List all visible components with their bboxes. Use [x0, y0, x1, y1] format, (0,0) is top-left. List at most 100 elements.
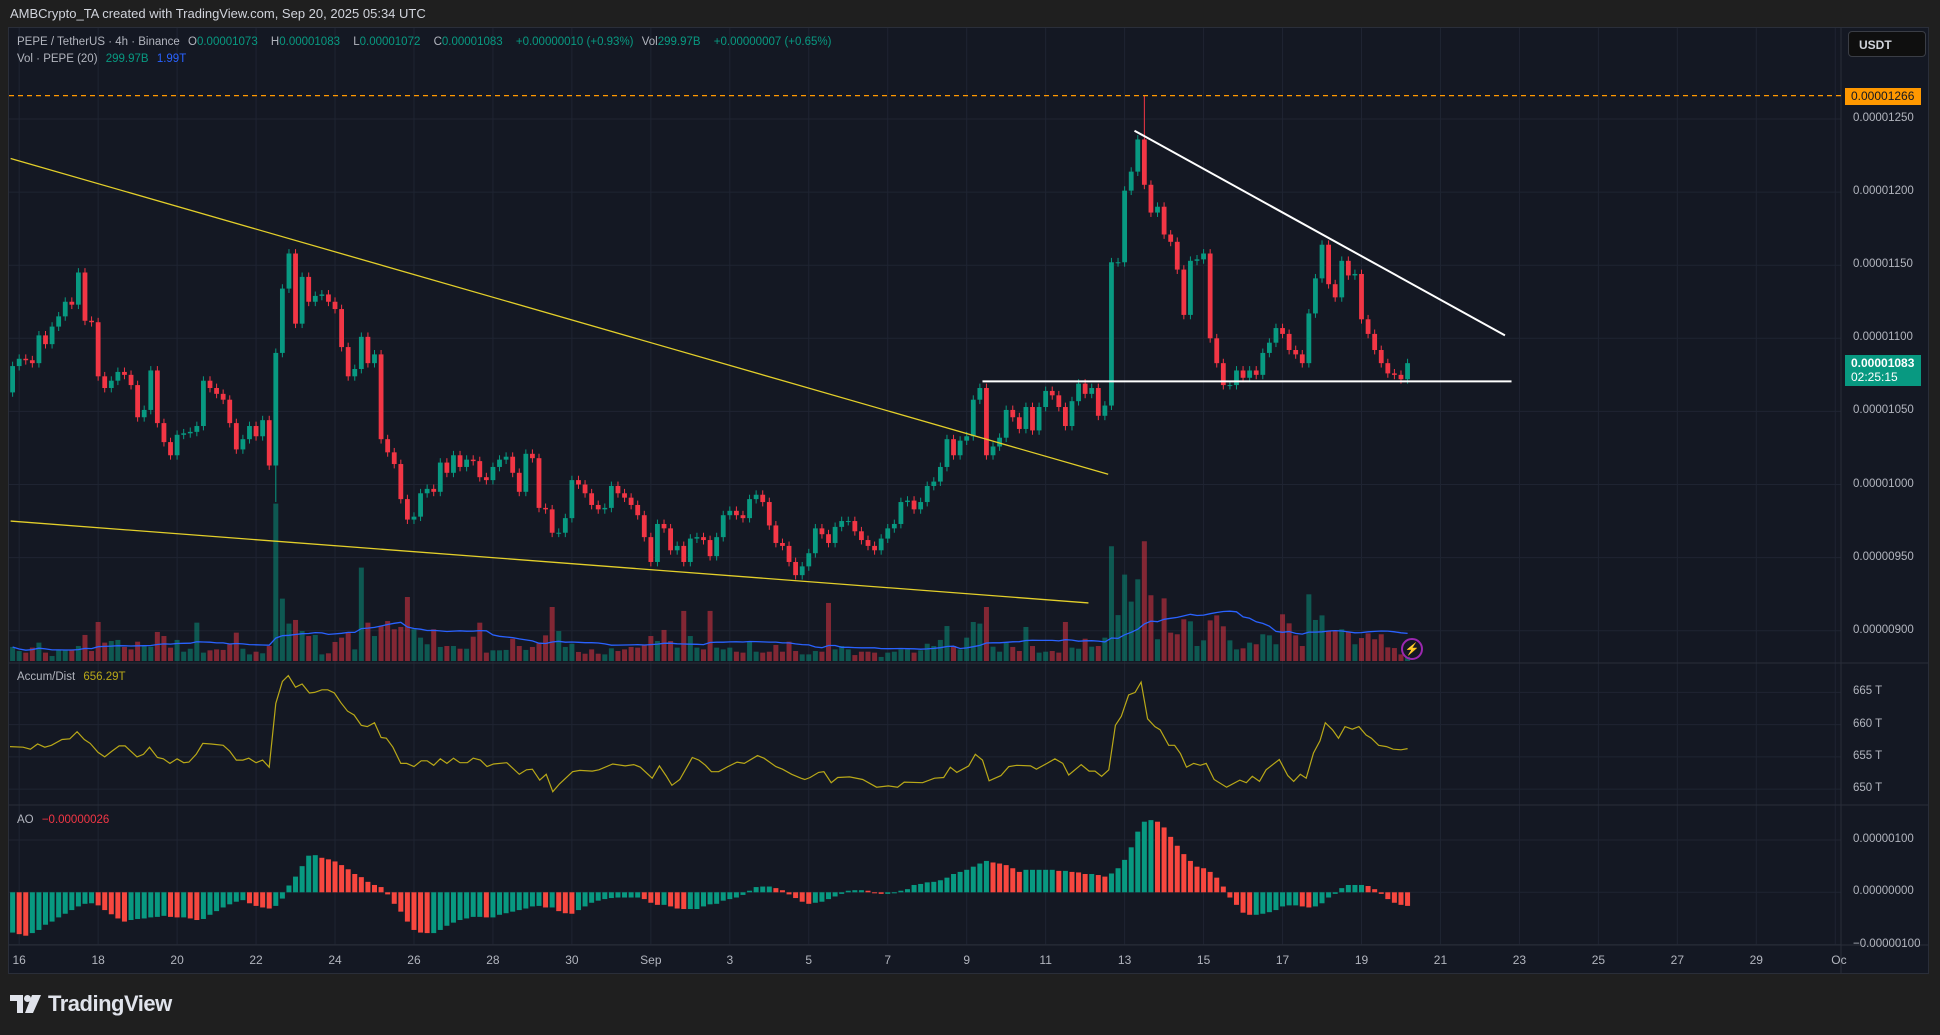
price-axis-label: 0.00000950: [1853, 550, 1914, 563]
candle-body: [201, 380, 206, 427]
ao-bar: [1299, 892, 1305, 907]
tradingview-logo[interactable]: TradingView: [10, 991, 172, 1017]
volume-bar: [1273, 644, 1279, 661]
volume-bar: [865, 651, 871, 661]
candle-body: [806, 553, 812, 567]
ad-axis-label: 655 T: [1853, 749, 1883, 762]
volume-legend-label[interactable]: Vol · PEPE (20): [17, 53, 98, 65]
candle-body: [168, 442, 173, 456]
candle-body: [286, 253, 292, 289]
ao-bar: [681, 892, 687, 910]
candle-body: [306, 276, 312, 302]
volume-bar: [503, 649, 509, 661]
ao-bar: [306, 855, 312, 893]
ao-bar: [990, 862, 996, 893]
ao-bar: [786, 892, 792, 895]
candle-body: [641, 515, 647, 538]
ao-bar: [240, 892, 246, 901]
candle-body: [1089, 388, 1095, 394]
ao-bar: [812, 892, 818, 903]
ao-bar: [378, 887, 384, 893]
candle-body: [451, 455, 456, 473]
volume-ma-line: [12, 610, 1408, 651]
ao-bar: [602, 892, 608, 900]
candle-body: [483, 477, 489, 481]
volume-bar: [1319, 615, 1325, 661]
ao-bar: [1220, 886, 1226, 893]
candle-body: [1155, 206, 1160, 213]
volume-bar: [885, 652, 891, 661]
ao-bar: [701, 892, 706, 907]
candle-body: [839, 521, 845, 527]
volume-bar: [753, 651, 759, 661]
volume-bar: [1108, 546, 1114, 661]
volume-bar: [891, 651, 897, 661]
ao-bar: [43, 892, 48, 925]
volume-bar: [1082, 638, 1088, 661]
volume-bar: [470, 636, 476, 661]
volume-bar: [490, 650, 496, 661]
chart-frame[interactable]: [8, 27, 1929, 974]
candle-body: [1174, 241, 1180, 270]
time-axis-label: 13: [1117, 953, 1132, 967]
ao-bar: [121, 892, 127, 922]
volume-bar: [1135, 579, 1141, 661]
volume-bar: [964, 637, 970, 661]
volume-bar: [1372, 639, 1378, 661]
volume-bar: [1220, 626, 1226, 661]
currency-button[interactable]: USDT: [1848, 31, 1926, 57]
candle-body: [1122, 190, 1128, 263]
ao-bar: [174, 892, 180, 918]
candle-body: [530, 453, 535, 459]
volume-bar: [319, 654, 325, 661]
candle-body: [549, 509, 555, 533]
candle-body: [1306, 313, 1312, 364]
candle-body: [714, 537, 720, 557]
ao-axis-label: 0.00000100: [1853, 833, 1914, 845]
candle-body: [615, 485, 621, 494]
ao-bar: [1372, 889, 1378, 893]
high-label: H: [270, 36, 280, 48]
volume-bar: [523, 649, 529, 661]
candle-body: [1220, 363, 1226, 386]
candle-body: [444, 462, 450, 473]
ad-legend-label[interactable]: Accum/Dist: [17, 671, 76, 683]
ao-bar: [89, 892, 95, 904]
price-axis-label: 0.00001150: [1853, 258, 1913, 271]
volume-bar: [16, 651, 22, 661]
volume-bar: [358, 567, 364, 661]
ao-bar: [918, 883, 924, 893]
candle-body: [240, 439, 246, 450]
ao-bar: [10, 892, 16, 933]
candle-body: [734, 510, 739, 516]
candle-body: [1003, 409, 1009, 438]
volume-bar: [477, 622, 483, 661]
ao-bar: [924, 882, 930, 893]
lightning-icon[interactable]: ⚡: [1401, 638, 1423, 660]
candle-body: [510, 456, 516, 473]
ao-bar: [483, 892, 489, 918]
ao-bar: [904, 889, 910, 893]
volume-bar: [1056, 652, 1062, 661]
time-axis-label: 20: [170, 953, 184, 967]
ao-legend-label[interactable]: AO: [17, 814, 34, 826]
ao-bar: [608, 892, 614, 899]
symbol-label[interactable]: PEPE / TetherUS · 4h · Binance: [17, 36, 180, 48]
candle-body: [865, 540, 871, 546]
ao-bar: [562, 892, 568, 914]
ao-bar: [1405, 892, 1411, 906]
candle-body: [1036, 407, 1042, 431]
volume-bar: [424, 644, 430, 661]
ao-bar: [806, 892, 812, 904]
ao-bar: [582, 892, 588, 907]
volume-bar: [312, 634, 318, 661]
volume-bar: [365, 622, 371, 661]
candle-body: [747, 499, 752, 519]
volume-bar: [977, 623, 983, 661]
candle-body: [1293, 349, 1299, 355]
volume-bar: [339, 637, 345, 661]
ad-axis-label: 650 T: [1853, 782, 1883, 795]
close-value: 0.00001083: [441, 36, 503, 48]
price-axis-label: 0.00001000: [1853, 477, 1914, 490]
